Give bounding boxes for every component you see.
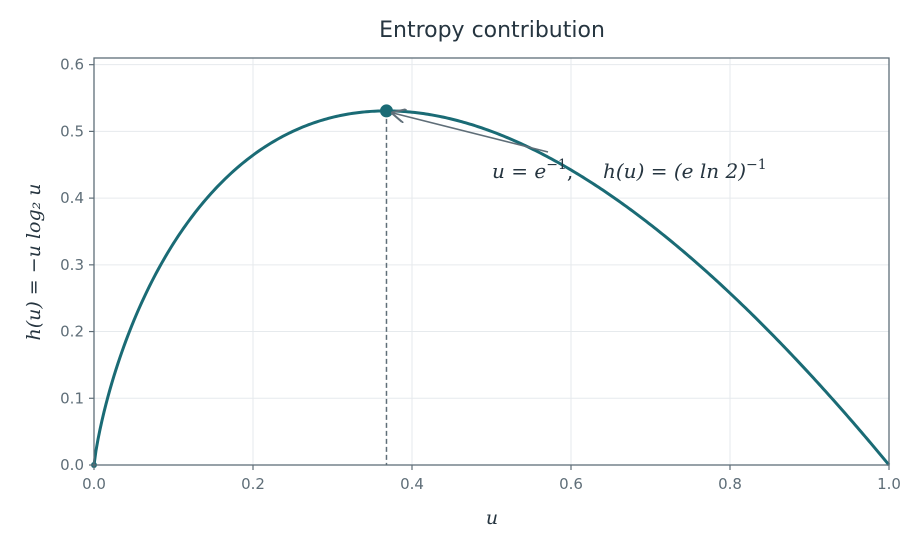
- x-axis: 0.0 0.2 0.4 0.6 0.8 1.0: [82, 465, 901, 493]
- y-tick-label: 0.6: [60, 56, 84, 74]
- x-tick-label: 0.2: [241, 475, 265, 493]
- x-tick-label: 0.6: [559, 475, 583, 493]
- annotation-text-h: h(u) = (e ln 2)−1: [603, 157, 767, 183]
- annotation-layer: u = e−1, h(u) = (e ln 2)−1: [392, 113, 767, 183]
- y-axis: 0.0 0.1 0.2 0.3 0.4 0.5 0.6: [60, 56, 94, 474]
- x-tick-label: 1.0: [877, 475, 901, 493]
- x-axis-label: u: [486, 507, 498, 529]
- y-tick-label: 0.0: [60, 456, 84, 474]
- y-tick-label: 0.5: [60, 122, 84, 140]
- plot-area: [91, 104, 891, 468]
- x-tick-label: 0.8: [718, 475, 742, 493]
- x-tick-label: 0.4: [400, 475, 424, 493]
- max-point: [379, 104, 393, 118]
- annotation-text-u: u = e−1,: [492, 157, 573, 183]
- y-tick-label: 0.1: [60, 389, 84, 407]
- plot-frame: [93, 57, 890, 466]
- y-axis-label: h(u) = −u log₂ u: [23, 183, 45, 340]
- grid: [93, 58, 890, 466]
- x-tick-label: 0.0: [82, 475, 106, 493]
- y-tick-label: 0.3: [60, 256, 84, 274]
- y-tick-label: 0.4: [60, 189, 84, 207]
- series-line: [92, 109, 891, 466]
- y-tick-label: 0.2: [60, 323, 84, 341]
- annotation-arrow: [392, 113, 549, 153]
- chart-title: Entropy contribution: [379, 18, 605, 43]
